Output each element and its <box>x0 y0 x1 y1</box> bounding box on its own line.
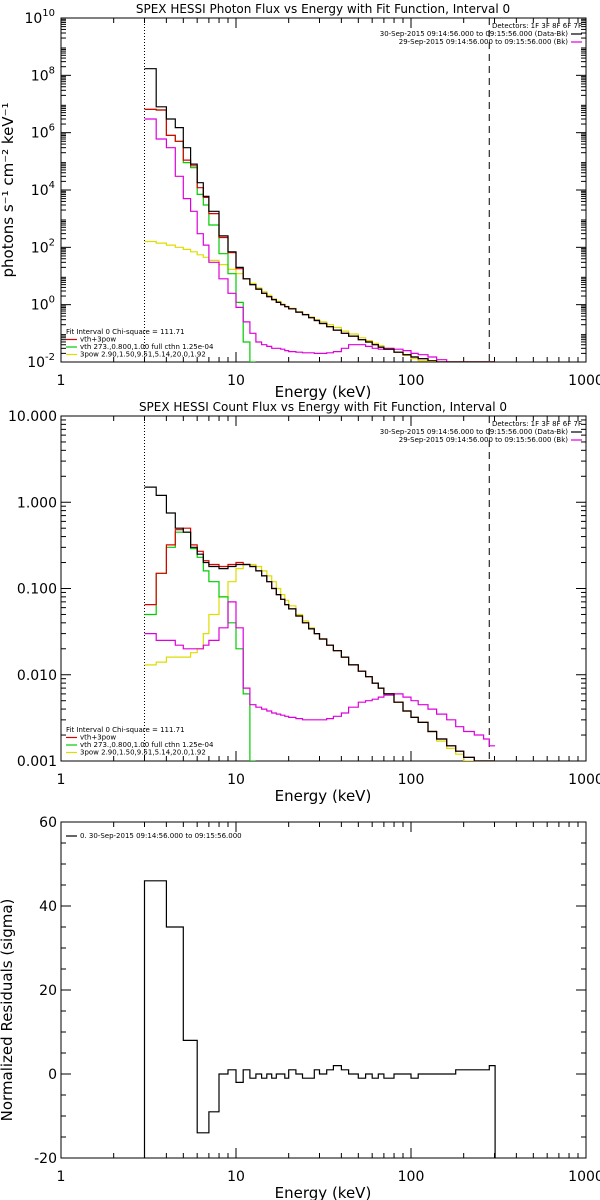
count-flux-plot: 1 10 100 1000 0.001 0.010 0.100 1.000 10.000 Dete… <box>8 409 600 788</box>
y-tick-label: -20 <box>34 1151 57 1167</box>
legend-right-entry: Detectors: 1F 3F 8F 6F 7F <box>492 420 582 428</box>
y-tick-label: 100 <box>31 295 55 314</box>
y-tick-label: 0 <box>48 1067 57 1083</box>
residuals-xlabel: Energy (keV) <box>275 1184 372 1200</box>
x-tick-label: 1 <box>57 373 66 389</box>
series-data-bk <box>144 486 496 761</box>
legend-right-entry: 30-Sep-2015 09:14:56.000 to 09:15:56.000… <box>380 428 569 436</box>
x-tick-label: 1 <box>57 1169 66 1185</box>
x-tick-label: 100 <box>398 772 425 788</box>
count-flux-xlabel: Energy (keV) <box>275 787 372 805</box>
legend-right-entry: 29-Sep-2015 09:14:56.000 to 09:15:56.000… <box>399 436 569 444</box>
y-tick-label: 10-2 <box>27 352 55 371</box>
x-tick-label: 10 <box>227 1169 245 1185</box>
legend-left-entry: 3pow 2.90,1.50,9.51,5.14,20.0,1.92 <box>80 749 206 757</box>
legend-right-entry: Detectors: 1F 3F 8F 6F 7F <box>492 22 582 30</box>
legend-right-entry: 30-Sep-2015 09:14:56.000 to 09:15:56.000… <box>380 30 569 38</box>
plot-frame <box>60 17 587 363</box>
legend-right-entry: 29-Sep-2015 09:14:56.000 to 09:15:56.000… <box>399 38 569 46</box>
plot-frame <box>60 821 587 1159</box>
legend-left-entry: 3pow 2.90,1.50,9.51,5.14,20.0,1.92 <box>80 351 206 359</box>
y-tick-label: 0.010 <box>17 668 57 684</box>
photon-flux-xlabel: Energy (keV) <box>275 383 372 401</box>
series-bk <box>144 118 496 362</box>
y-tick-label: 1010 <box>24 8 55 27</box>
plot-frame <box>60 415 587 762</box>
y-tick-label: 108 <box>31 65 55 84</box>
residuals-panel: Normalized Residuals (sigma) Energy (keV… <box>0 815 600 1200</box>
series-bk <box>144 601 496 747</box>
x-tick-label: 1 <box>57 772 66 788</box>
count-flux-title: SPEX HESSI Count Flux vs Energy with Fit… <box>139 400 507 414</box>
photon-flux-title: SPEX HESSI Photon Flux vs Energy with Fi… <box>136 2 510 16</box>
series-residuals <box>143 880 496 1158</box>
y-tick-label: 10.000 <box>8 409 57 425</box>
series-3pow <box>144 563 496 761</box>
x-tick-label: 100 <box>398 373 425 389</box>
legend-left-entry: vth 273.,0.800,1.00 full cthn 1.25e-04 <box>80 741 214 749</box>
y-tick-label: 40 <box>39 899 57 915</box>
photon-flux-plot: 1 10 100 1000 10-2 100 102 104 106 108 1010 Detecto… <box>24 8 600 389</box>
y-tick-label: 102 <box>31 237 55 256</box>
y-tick-label: 1.000 <box>17 495 57 511</box>
x-tick-label: 1000 <box>568 772 600 788</box>
legend-left-entry: vth 273.,0.800,1.00 full cthn 1.25e-04 <box>80 343 214 351</box>
legend-left-entry: Fit Interval 0 Chi-square = 111.71 <box>66 726 185 734</box>
count-flux-panel: SPEX HESSI Count Flux vs Energy with Fit… <box>8 400 600 805</box>
legend-left-entry: Fit Interval 0 Chi-square = 111.71 <box>66 328 185 336</box>
residuals-plot: 1 10 100 1000 -20 0 20 40 60 0. 30-Sep-2015 09:14… <box>34 815 600 1185</box>
x-tick-label: 10 <box>227 373 245 389</box>
series-data-bk <box>144 68 496 362</box>
y-tick-label: 106 <box>31 123 55 142</box>
legend-left-entry: vth+3pow <box>80 336 116 344</box>
x-tick-label: 100 <box>398 1169 425 1185</box>
series-vth-3pow <box>144 108 496 362</box>
legend-left-entry: vth+3pow <box>80 734 116 742</box>
series-vth <box>144 108 256 362</box>
residuals-ylabel: Normalized Residuals (sigma) <box>0 899 16 1122</box>
x-tick-label: 1000 <box>568 373 600 389</box>
y-tick-label: 60 <box>39 815 57 831</box>
photon-flux-panel: SPEX HESSI Photon Flux vs Energy with Fi… <box>0 2 600 401</box>
y-tick-label: 104 <box>31 180 55 199</box>
series-vth-3pow <box>144 527 496 761</box>
series-vth <box>144 531 256 761</box>
y-tick-label: 20 <box>39 983 57 999</box>
x-tick-label: 1000 <box>568 1169 600 1185</box>
y-tick-label: 0.001 <box>17 754 57 770</box>
legend-left-entry: 0. 30-Sep-2015 09:14:56.000 to 09:15:56.… <box>80 832 242 840</box>
y-tick-label: 0.100 <box>17 582 57 598</box>
photon-flux-ylabel: photons s⁻¹ cm⁻² keV⁻¹ <box>0 103 17 278</box>
x-tick-label: 10 <box>227 772 245 788</box>
